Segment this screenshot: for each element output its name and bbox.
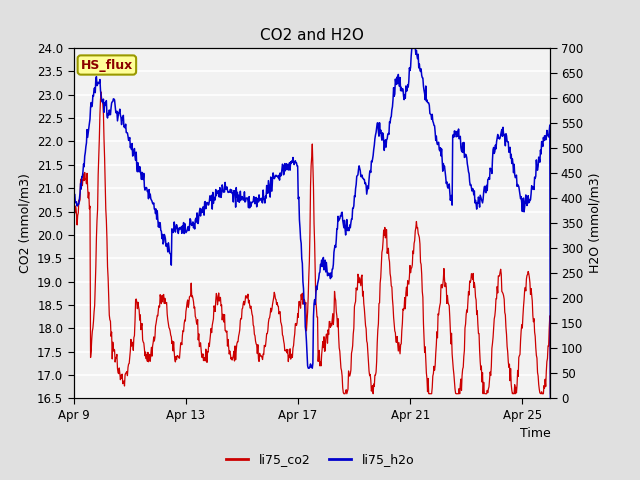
- li75_h2o: [134, 160, 142, 166]
- li75_co2: [134, 304, 142, 310]
- Legend: li75_co2, li75_h2o: li75_co2, li75_h2o: [221, 448, 419, 471]
- Text: HS_flux: HS_flux: [81, 59, 133, 72]
- li75_h2o: [317, 262, 324, 267]
- li75_h2o: [435, 139, 442, 145]
- li75_h2o: [547, 396, 554, 401]
- li75_co2: [358, 272, 366, 278]
- Line: li75_co2: li75_co2: [74, 92, 550, 394]
- li75_co2: [340, 391, 348, 396]
- li75_h2o: [408, 45, 416, 51]
- Line: li75_h2o: li75_h2o: [74, 48, 550, 398]
- Title: CO2 and H2O: CO2 and H2O: [260, 28, 364, 43]
- li75_h2o: [357, 174, 365, 180]
- X-axis label: Time: Time: [520, 427, 550, 440]
- li75_co2: [547, 391, 554, 396]
- Y-axis label: CO2 (mmol/m3): CO2 (mmol/m3): [19, 173, 31, 273]
- li75_h2o: [124, 133, 132, 139]
- Y-axis label: H2O (mmol/m3): H2O (mmol/m3): [589, 173, 602, 274]
- li75_h2o: [70, 200, 77, 205]
- li75_h2o: [166, 251, 174, 256]
- li75_co2: [70, 210, 77, 216]
- li75_co2: [317, 363, 325, 369]
- li75_co2: [167, 332, 175, 338]
- li75_co2: [97, 89, 105, 95]
- li75_co2: [435, 306, 443, 312]
- li75_co2: [125, 361, 132, 367]
